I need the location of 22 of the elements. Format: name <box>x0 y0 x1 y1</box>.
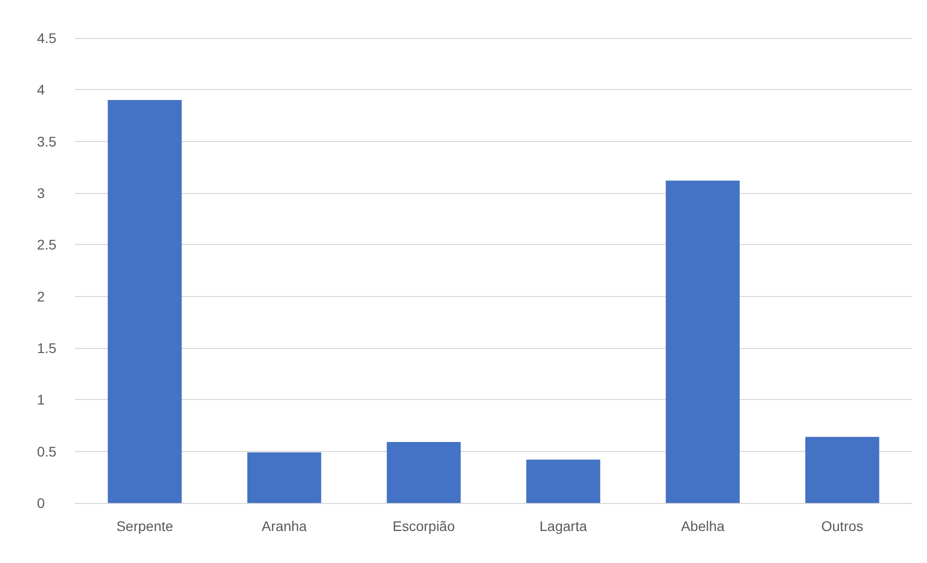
y-tick-label: 3 <box>37 185 45 201</box>
y-tick-label: 3.5 <box>37 133 57 150</box>
y-tick-label: 0 <box>37 495 45 511</box>
y-tick-label: 4.5 <box>37 30 57 46</box>
bar <box>666 180 740 503</box>
x-tick-label: Lagarta <box>540 518 588 534</box>
y-tick-label: 1.5 <box>37 340 57 356</box>
y-tick-label: 0.5 <box>37 443 57 460</box>
y-tick-label: 2.5 <box>37 236 57 253</box>
y-tick-label: 2 <box>37 288 45 304</box>
x-tick-label: Escorpião <box>392 518 456 534</box>
x-tick-label: Aranha <box>262 518 308 534</box>
bar <box>805 436 880 503</box>
x-tick-label: Serpente <box>116 518 174 534</box>
bar <box>247 452 322 503</box>
bar <box>108 100 182 503</box>
y-tick-label: 1 <box>37 392 45 408</box>
x-tick-label: Abelha <box>680 518 725 534</box>
y-tick-label: 4 <box>37 82 45 98</box>
x-tick-label: Outros <box>821 518 864 534</box>
bar <box>526 460 600 503</box>
bar <box>386 442 461 503</box>
